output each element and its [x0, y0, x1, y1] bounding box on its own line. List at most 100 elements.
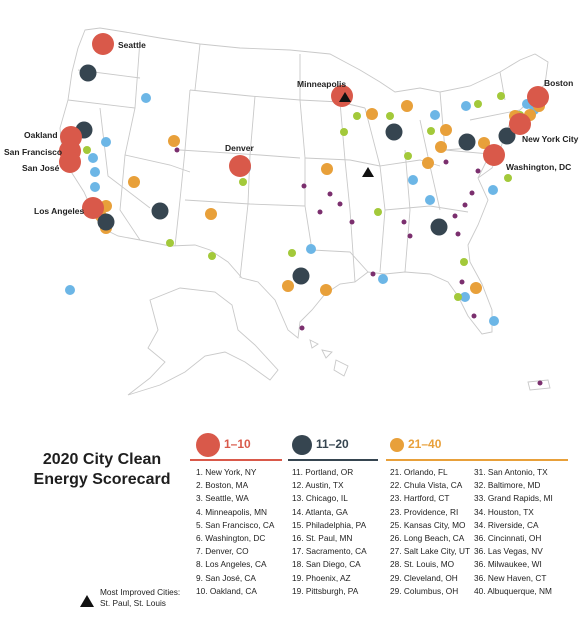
- city-dot: [90, 182, 100, 192]
- city-dot: [537, 380, 543, 386]
- city-dot: [239, 178, 247, 186]
- ranked-city: 9. San José, CA: [196, 572, 256, 583]
- most-improved-cities: St. Paul, St. Louis: [100, 598, 166, 608]
- city-dot: [166, 239, 174, 247]
- label-oakland: Oakland: [24, 130, 58, 140]
- city-dot: [461, 101, 471, 111]
- city-dot: [327, 191, 333, 197]
- legend-tier3-rule: [386, 459, 568, 461]
- city-marker-tier3: [321, 163, 333, 175]
- city-dot: [349, 219, 355, 225]
- legend-tier3-header: 21–40: [390, 432, 570, 458]
- city-dot: [141, 93, 151, 103]
- city-marker-tier3: [435, 141, 447, 153]
- legend-tier1-header: 1–10: [196, 432, 282, 458]
- city-dot: [459, 279, 465, 285]
- ranked-city: 29. Cleveland, OH: [390, 572, 458, 583]
- legend-tier2-icon: [292, 435, 312, 455]
- city-dot: [83, 146, 91, 154]
- city-marker-tier2: [97, 213, 115, 231]
- legend-tier2-header: 11–20: [292, 432, 378, 458]
- ranked-city: 16. St. Paul, MN: [292, 533, 353, 544]
- ranked-city: 31. San Antonio, TX: [474, 467, 548, 477]
- label-boston: Boston: [544, 78, 573, 88]
- ranked-city: 2. Boston, MA: [196, 480, 249, 491]
- city-dot: [299, 325, 305, 331]
- city-marker-tier3: [401, 100, 413, 112]
- most-improved-icon: [339, 92, 351, 102]
- city-dot: [462, 202, 468, 208]
- city-marker-tier3: [440, 124, 452, 136]
- ranked-city: 6. Washington, DC: [196, 533, 266, 544]
- most-improved-icon: [362, 167, 374, 177]
- city-dot: [88, 153, 98, 163]
- ranked-city: 11. Portland, OR: [292, 467, 354, 477]
- city-dot: [174, 147, 180, 153]
- legend-tier3-list-a: 21. Orlando, FL 22. Chula Vista, CA 23. Ha…: [390, 466, 470, 598]
- ranked-city: 25. Kansas City, MO: [390, 519, 466, 530]
- city-dot: [374, 208, 382, 216]
- legend-tier2-list: 11. Portland, OR 12. Austin, TX 13. Chicag…: [292, 466, 367, 598]
- label-seattle: Seattle: [118, 40, 146, 50]
- ranked-city: 22. Chula Vista, CA: [390, 480, 463, 491]
- ranked-city: 40. Albuquerque, NM: [474, 585, 552, 596]
- city-dot: [460, 258, 468, 266]
- label-denver: Denver: [225, 143, 255, 153]
- ranked-city: 19. Pittsburgh, PA: [292, 585, 359, 596]
- ranked-city: 34. Houston, TX: [474, 506, 534, 517]
- city-dot: [90, 167, 100, 177]
- ranked-city: 8. Los Angeles, CA: [196, 559, 267, 570]
- us-map: Seattle Minneapolis Boston Oakland San F…: [4, 27, 579, 396]
- alaska-outline: [127, 287, 279, 396]
- city-marker-san-jose: [59, 151, 81, 173]
- label-los-angeles: Los Angeles: [34, 206, 84, 216]
- city-dot: [353, 112, 361, 120]
- tier1-cities: [59, 33, 549, 219]
- city-dot: [408, 175, 418, 185]
- ranked-city: 21. Orlando, FL: [390, 467, 448, 477]
- city-marker-washington: [483, 144, 505, 166]
- city-dot: [497, 92, 505, 100]
- legend-tier1: 1–10 1. New York, NY 2. Boston, MA 3. Seat…: [190, 432, 282, 596]
- city-dot: [386, 112, 394, 120]
- city-dot: [455, 231, 461, 237]
- city-marker-tier3: [320, 284, 332, 296]
- ranked-city: 33. Grand Rapids, MI: [474, 493, 553, 504]
- legend-tier1-icon: [196, 433, 220, 457]
- city-labels: Seattle Minneapolis Boston Oakland San F…: [4, 40, 579, 216]
- city-marker-tier2: [458, 133, 476, 151]
- most-improved-icon: [80, 595, 94, 607]
- city-marker-tier2: [498, 127, 516, 145]
- city-dot: [306, 244, 316, 254]
- ranked-city: 13. Chicago, IL: [292, 493, 348, 504]
- city-dot: [340, 128, 348, 136]
- ranked-city: 36. Cincinnati, OH: [474, 533, 542, 544]
- ranked-city: 29. Columbus, OH: [390, 585, 459, 596]
- legend-tier3-range: 21–40: [408, 437, 442, 451]
- city-dot: [452, 213, 458, 219]
- city-marker-tier2: [151, 202, 169, 220]
- ranked-city: 26. Long Beach, CA: [390, 533, 465, 544]
- city-dot: [407, 233, 413, 239]
- city-marker-tier2: [385, 123, 403, 141]
- city-dot: [425, 195, 435, 205]
- city-marker-tier3: [128, 176, 140, 188]
- hawaii-outline: [309, 339, 349, 377]
- legend-tier3-list-b: 31. San Antonio, TX 32. Baltimore, MD 33. …: [474, 466, 553, 598]
- label-san-francisco: San Francisco: [4, 147, 62, 157]
- tier3-cities: [95, 100, 545, 296]
- city-marker-tier2: [79, 64, 97, 82]
- title-line-2: Energy Scorecard: [33, 471, 171, 488]
- legend-tier2: 11–20 11. Portland, OR 12. Austin, TX 13. …: [288, 432, 378, 596]
- most-improved-markers: [339, 92, 374, 177]
- city-dot: [443, 159, 449, 165]
- city-dot: [504, 174, 512, 182]
- title-line-1: 2020 City Clean: [42, 451, 162, 468]
- city-marker-tier3: [478, 137, 490, 149]
- puerto-rico-outline: [527, 379, 551, 391]
- city-marker-tier3: [282, 280, 294, 292]
- city-dot: [474, 100, 482, 108]
- city-dot: [469, 190, 475, 196]
- ranked-city: 23. Providence, RI: [390, 506, 459, 517]
- city-marker-tier2: [292, 267, 310, 285]
